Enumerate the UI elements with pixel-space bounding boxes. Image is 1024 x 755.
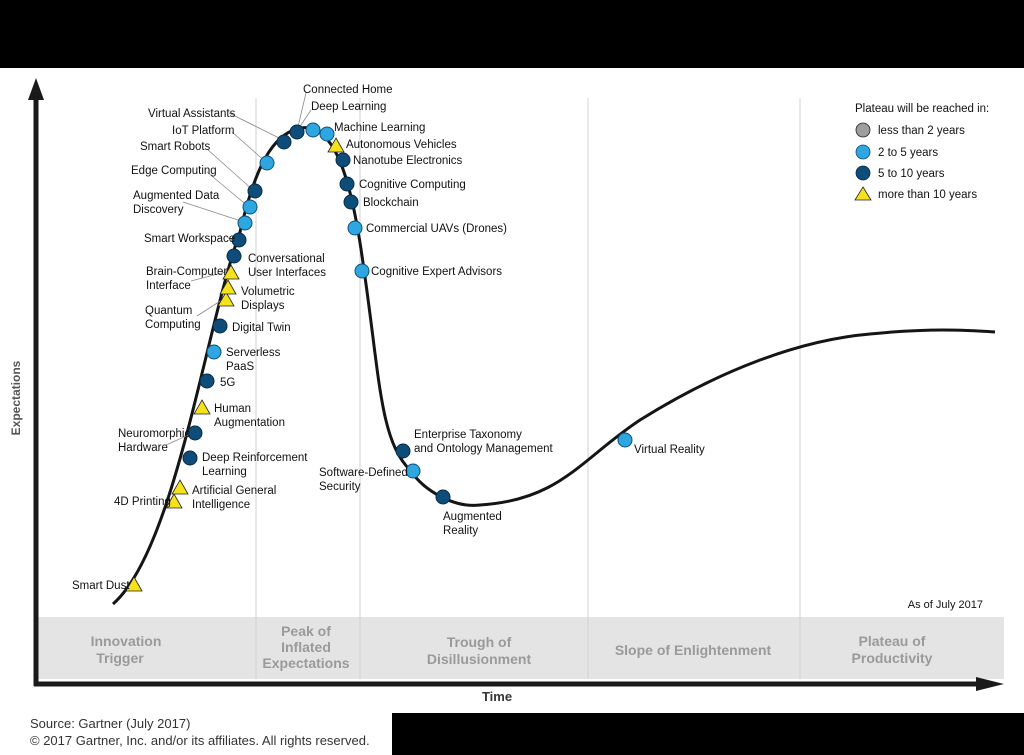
label-cognitive-expert-advisors: Cognitive Expert Advisors [371,266,502,278]
phase-innovation-trigger: Innovation Trigger [91,633,162,666]
label-agi: Artificial General Intelligence [192,485,276,511]
marker-brain-computer-interface [222,264,240,280]
source-line: Source: Gartner (July 2017) [30,716,191,731]
label-quantum-computing: Quantum Computing [145,305,201,331]
legend: Plateau will be reached in: less than 2 … [854,103,989,201]
label-smart-robots: Smart Robots [140,141,211,153]
legend-label-2to5: 2 to 5 years [878,147,938,159]
marker-edge-computing [247,183,263,199]
phase-slope: Slope of Enlightenment [615,642,772,658]
marker-nanotube-electronics [335,152,351,168]
marker-deep-reinforcement-learning [182,450,198,466]
phase-plateau: Plateau of Productivity [852,633,933,666]
label-blockchain: Blockchain [363,197,419,209]
y-axis-arrow [28,78,44,100]
label-augmented-data-discovery: Augmented Data Discovery [133,190,220,216]
label-conversational-ui: Conversational User Interfaces [248,253,326,279]
legend-label-gt10: more than 10 years [878,189,977,201]
label-connected-home: Connected Home [303,84,393,96]
marker-human-augmentation [193,399,211,415]
marker-connected-home [289,124,305,140]
y-axis-label: Expectations [9,360,23,435]
marker-software-defined-security [405,463,421,479]
marker-augmented-reality [435,489,451,505]
label-neuromorphic-hardware: Neuromorphic Hardware [118,428,190,454]
label-autonomous-vehicles: Autonomous Vehicles [346,139,457,151]
label-machine-learning: Machine Learning [334,122,425,134]
label-digital-twin: Digital Twin [232,322,291,334]
legend-title: Plateau will be reached in: [855,103,989,115]
label-enterprise-taxonomy: Enterprise Taxonomy and Ontology Manageme… [414,429,554,455]
marker-blockchain [343,194,359,210]
hype-cycle-chart: Expectations Time Innovation Trigger Peak… [0,68,1024,713]
marker-smart-dust [125,576,143,592]
marker-virtual-reality [617,432,633,448]
marker-volumetric-displays [219,279,237,295]
legend-light-blue-marker [855,144,871,160]
label-4d-printing: 4D Printing [114,496,171,508]
label-deep-learning: Deep Learning [311,101,386,113]
phase-band [36,617,1004,679]
label-virtual-reality: Virtual Reality [634,444,705,456]
legend-label-5to10: 5 to 10 years [878,168,945,180]
legend-triangle-marker [854,186,872,201]
label-brain-computer-interface: Brain-Computer Interface [146,266,227,292]
label-edge-computing: Edge Computing [131,165,217,177]
copyright-line: © 2017 Gartner, Inc. and/or its affiliat… [30,733,370,748]
legend-label-lt2: less than 2 years [878,125,965,137]
source-box: Source: Gartner (July 2017) © 2017 Gartn… [0,712,392,755]
marker-quantum-computing [217,291,235,307]
marker-4d-printing [165,493,183,509]
label-commercial-uavs: Commercial UAVs (Drones) [366,223,507,235]
marker-cognitive-computing [339,176,355,192]
label-iot-platform: IoT Platform [172,125,234,137]
label-nanotube-electronics: Nanotube Electronics [353,155,463,167]
marker-smart-robots [259,155,275,171]
tech-markers [125,122,633,592]
marker-augmented-data-discovery [237,215,253,231]
marker-autonomous-vehicles [327,137,345,153]
label-serverless-paas: Serverless PaaS [226,347,281,373]
marker-augmented-data-discovery-2 [242,199,258,215]
label-5g: 5G [220,377,235,389]
label-smart-workspace: Smart Workspace [144,233,235,245]
marker-neuromorphic-hardware [187,425,203,441]
marker-5g [199,373,215,389]
phase-trough: Trough of Disillusionment [427,634,532,667]
label-virtual-assistants: Virtual Assistants [148,108,236,120]
marker-conversational-ui [226,248,242,264]
hype-cycle-svg: Expectations Time Innovation Trigger Peak… [9,78,1004,704]
label-volumetric-displays: Volumetric Displays [241,286,295,312]
marker-deep-learning [305,122,321,138]
marker-serverless-paas [206,344,222,360]
marker-agi [171,479,189,495]
marker-machine-learning [319,126,335,142]
marker-commercial-uavs [347,220,363,236]
marker-cognitive-expert-advisors [354,263,370,279]
label-deep-reinforcement-learning: Deep Reinforcement Learning [202,452,308,478]
label-software-defined-security: Software-Defined Security [319,467,408,493]
marker-iot-platform [276,134,292,150]
legend-gray-marker [855,122,871,138]
label-human-augmentation: Human Augmentation [214,403,285,429]
legend-dark-blue-marker [855,165,871,181]
x-axis-label: Time [482,689,512,704]
phase-peak: Peak of Inflated Expectations [262,623,349,671]
label-augmented-reality: Augmented Reality [443,511,502,537]
as-of-date: As of July 2017 [908,599,983,611]
marker-smart-workspace [231,232,247,248]
label-cognitive-computing: Cognitive Computing [359,179,466,191]
tech-labels: Smart Dust 4D Printing Artificial Genera… [72,84,705,592]
label-smart-dust: Smart Dust [72,580,130,592]
marker-enterprise-taxonomy [395,443,411,459]
marker-digital-twin [212,318,228,334]
x-axis-arrow [976,677,1004,691]
